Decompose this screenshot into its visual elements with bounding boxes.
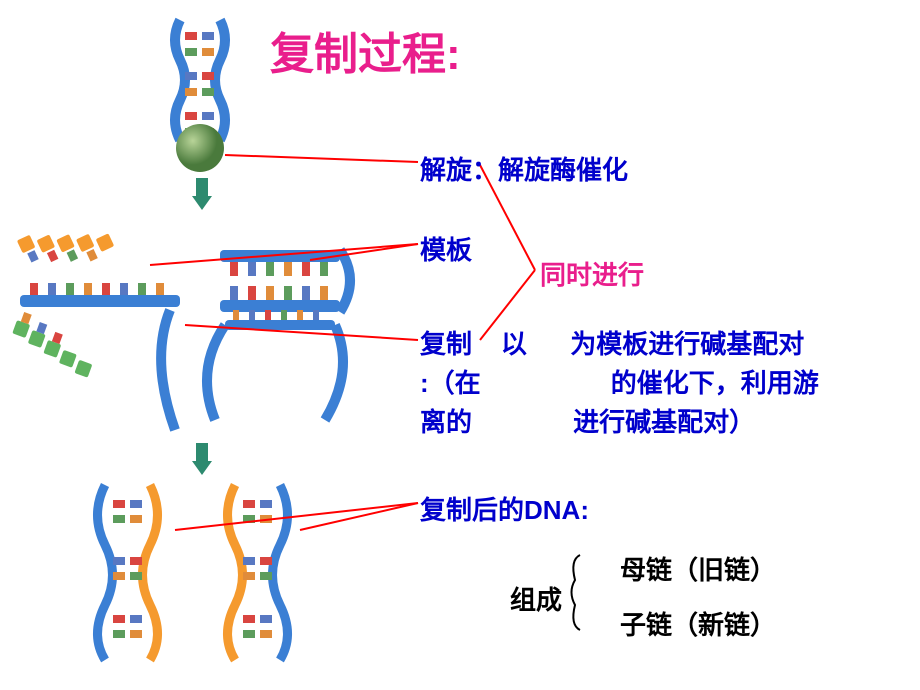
parent-dna	[175, 20, 225, 140]
simultaneous-label: 同时进行	[540, 255, 644, 292]
result-label: 复制后的DNA:	[420, 490, 589, 527]
rep-line1c: 为模板进行碱基配对	[570, 329, 804, 359]
rep-line3a: 离的	[420, 407, 472, 437]
rep-line1b: 以	[501, 329, 527, 359]
arrow-icon	[192, 443, 212, 475]
daughter-dna-right	[228, 485, 288, 660]
replication-label: 复制 以 为模板进行碱基配对 :（在 的催化下，利用游 离的 进行碱基配对）	[420, 325, 910, 442]
dna-diagram	[0, 0, 400, 690]
mother-strand-label: 母链（旧链）	[620, 550, 776, 587]
rep-line2b: 的催化下，利用游	[611, 368, 819, 398]
arrow-icon	[192, 178, 212, 210]
rep-line2a: :（在	[420, 368, 481, 398]
replication-fork	[7, 204, 350, 430]
template-label: 模板	[420, 230, 472, 267]
daughter-strand-label: 子链（新链）	[620, 605, 776, 642]
rep-line1a: 复制	[420, 329, 472, 359]
rep-line3b: 进行碱基配对）	[573, 407, 755, 437]
helicase-enzyme	[176, 124, 224, 172]
unwind-label: 解旋：解旋酶催化	[420, 150, 628, 187]
composition-label: 组成	[510, 580, 562, 617]
daughter-dna-left	[98, 485, 158, 660]
